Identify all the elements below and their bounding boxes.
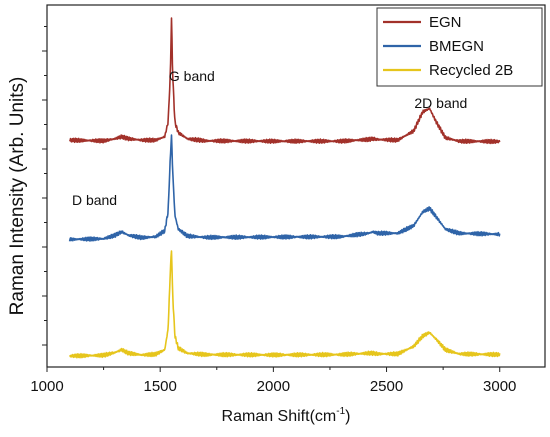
legend: EGN BMEGN Recycled 2B: [376, 7, 543, 87]
x-axis-title-main: Raman Shift(cm: [222, 408, 337, 425]
y-axis-title: Raman Intensity (Arb. Units): [7, 77, 28, 316]
x-tick-label: 1000: [30, 378, 63, 395]
series-line: [68, 134, 501, 242]
y-axis-ticks: [42, 26, 47, 346]
legend-label: BMEGN: [429, 38, 484, 55]
x-tick-label: 2000: [257, 378, 290, 395]
series-line: [68, 17, 501, 145]
series-lines: [68, 17, 501, 359]
x-tick-label: 3000: [483, 378, 516, 395]
legend-label: Recycled 2B: [429, 62, 513, 79]
x-axis-title-close: ): [345, 408, 350, 425]
2d-band-annotation: 2D band: [414, 95, 467, 111]
x-tick-label: 2500: [370, 378, 403, 395]
x-axis-title-sup: -1: [336, 406, 345, 417]
g-band-annotation: G band: [169, 68, 215, 84]
d-band-annotation: D band: [72, 192, 117, 208]
x-axis-title: Raman Shift(cm-1): [222, 406, 351, 425]
annotations: G band D band 2D band: [72, 68, 467, 208]
plot-frame: [46, 4, 546, 368]
legend-label: EGN: [429, 14, 462, 31]
series-line: [68, 250, 501, 359]
x-axis-ticks: 1000 1500 2000 2500 3000: [30, 367, 516, 395]
x-tick-label: 1500: [143, 378, 176, 395]
